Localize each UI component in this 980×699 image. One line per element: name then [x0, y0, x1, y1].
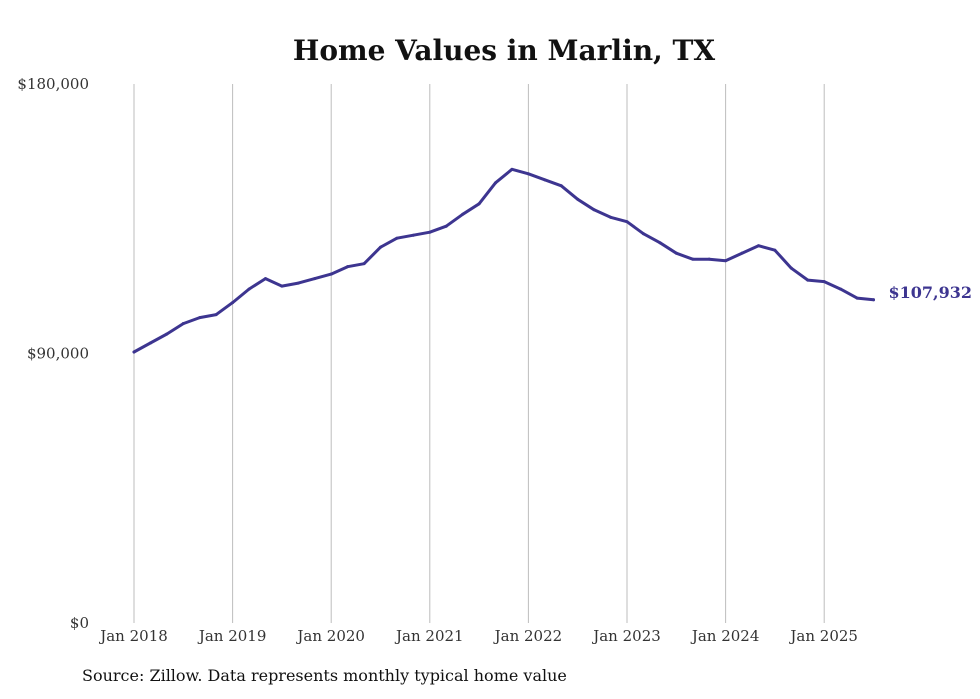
x-tick-label: Jan 2019 [197, 627, 267, 645]
data-point [740, 251, 744, 255]
y-tick-label: $0 [70, 614, 89, 632]
data-point [181, 322, 185, 326]
x-tick-label: Jan 2023 [591, 627, 661, 645]
x-tick-label: Jan 2024 [690, 627, 760, 645]
data-point [313, 277, 317, 281]
data-point [296, 281, 300, 285]
data-point [477, 202, 481, 206]
data-point [855, 296, 859, 300]
data-point [461, 212, 465, 216]
x-tick-label: Jan 2018 [98, 627, 168, 645]
data-point [198, 316, 202, 320]
data-point [444, 224, 448, 228]
y-tick-label: $180,000 [17, 75, 89, 93]
data-point [707, 257, 711, 261]
y-axis-ticks: $0 $90,000 $180,000 [17, 75, 89, 632]
data-point [756, 244, 760, 248]
data-point [231, 301, 235, 305]
data-point [428, 230, 432, 234]
gridlines [133, 84, 825, 623]
data-point [132, 350, 136, 354]
data-point [592, 208, 596, 212]
data-point [658, 241, 662, 245]
end-value-label: $107,932 [889, 283, 973, 302]
series-layer: $107,932 [132, 167, 973, 354]
data-point [494, 181, 498, 185]
data-point [609, 215, 613, 219]
data-point [789, 266, 793, 270]
data-point [148, 341, 152, 345]
data-point [822, 280, 826, 284]
data-point [691, 257, 695, 261]
data-point [247, 287, 251, 291]
data-point [806, 278, 810, 282]
data-point [526, 172, 530, 176]
x-tick-label: Jan 2022 [493, 627, 563, 645]
y-tick-label: $90,000 [27, 345, 89, 363]
data-point [165, 332, 169, 336]
data-point [674, 251, 678, 255]
source-note: Source: Zillow. Data represents monthly … [82, 666, 567, 685]
data-point [362, 262, 366, 266]
data-point [872, 298, 875, 302]
x-tick-label: Jan 2025 [788, 627, 858, 645]
data-point [559, 184, 563, 188]
data-point [576, 197, 580, 201]
data-point [346, 265, 350, 269]
data-point [411, 233, 415, 237]
data-point [510, 167, 514, 171]
data-point [395, 236, 399, 240]
data-point [839, 287, 843, 291]
data-point [263, 277, 267, 281]
data-point [379, 245, 382, 249]
x-tick-label: Jan 2021 [394, 627, 464, 645]
data-point [625, 220, 629, 224]
data-point [214, 313, 218, 317]
x-axis-ticks: Jan 2018 Jan 2019 Jan 2020 Jan 2021 Jan 2022… [98, 627, 858, 645]
data-point [641, 232, 645, 236]
data-point [329, 272, 333, 276]
chart-title: Home Values in Marlin, TX [293, 34, 716, 67]
x-tick-label: Jan 2020 [295, 627, 365, 645]
data-point [543, 178, 547, 182]
data-point [280, 284, 284, 288]
series-line [132, 167, 875, 354]
data-point [724, 259, 728, 263]
data-point [773, 248, 777, 252]
